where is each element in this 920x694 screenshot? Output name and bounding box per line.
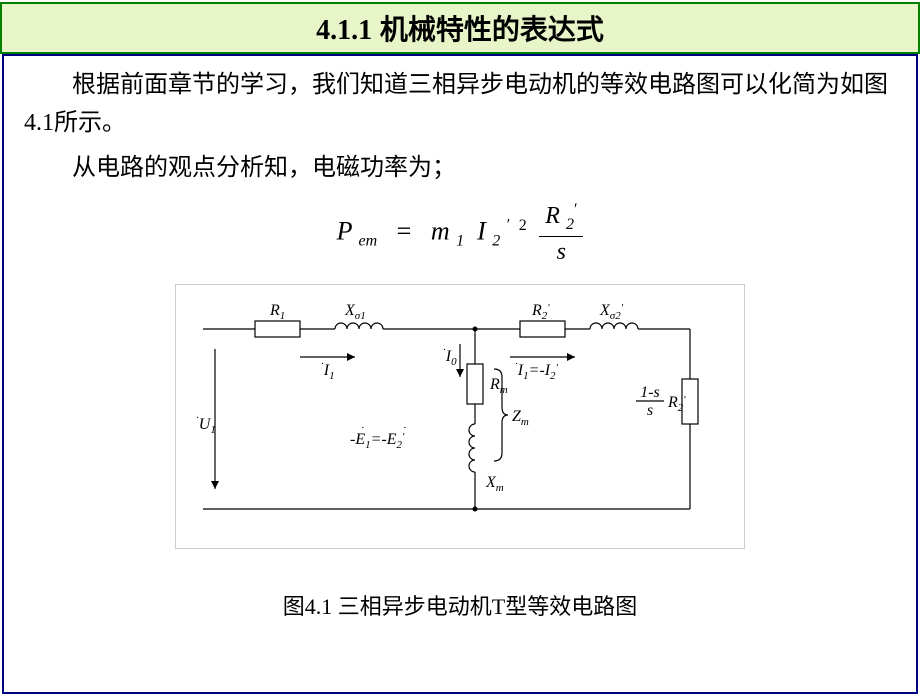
svg-text:R2′: R2′ xyxy=(531,302,550,322)
svg-text:·I0: ·I0 xyxy=(443,344,457,368)
svg-text:Xm: Xm xyxy=(485,474,504,494)
svg-text:·: · xyxy=(361,422,365,434)
frac-num: R 2′ xyxy=(539,201,583,237)
svg-text:1-s: 1-s xyxy=(640,384,660,401)
svg-text:·: · xyxy=(403,422,407,434)
svg-text:R1: R1 xyxy=(269,302,285,322)
sym-eq: = xyxy=(397,217,412,246)
sub-em: em xyxy=(358,233,377,250)
title-bar: 4.1.1 机械特性的表达式 xyxy=(0,2,920,54)
sub-2: 2 xyxy=(492,233,500,250)
circuit-diagram: R1 Xσ1 R2′ Xσ2′ ·I1 ·I0 ·I1=-I2′ Rm Xm Z… xyxy=(175,284,745,549)
paragraph-1: 根据前面章节的学习，我们知道三相异步电动机的等效电路图可以化简为如图4.1所示。 xyxy=(24,66,896,143)
sup-sq: 2 xyxy=(519,217,527,234)
svg-text:·I1=-I2′: ·I1=-I2′ xyxy=(515,358,559,382)
paragraph-2: 从电路的观点分析知，电磁功率为； xyxy=(24,149,896,187)
svg-text:-E1=-E2′: -E1=-E2′ xyxy=(350,431,405,451)
svg-text:·I1: ·I1 xyxy=(321,358,335,382)
slide: 4.1.1 机械特性的表达式 根据前面章节的学习，我们知道三相异步电动机的等效电… xyxy=(0,2,920,692)
svg-text:·U1: ·U1 xyxy=(196,412,216,436)
content-box: 根据前面章节的学习，我们知道三相异步电动机的等效电路图可以化简为如图4.1所示。… xyxy=(2,54,918,694)
svg-text:s: s xyxy=(647,402,653,419)
svg-text:Zm: Zm xyxy=(512,408,529,428)
sym-P: P xyxy=(337,217,352,246)
figure-caption: 图4.1 三相异步电动机T型等效电路图 xyxy=(24,589,896,621)
sup-prime: ′ xyxy=(507,217,511,234)
sub-1: 1 xyxy=(456,233,464,250)
svg-text:Xσ1: Xσ1 xyxy=(344,302,366,322)
sym-R: R xyxy=(545,203,560,229)
title-text: 机械特性的表达式 xyxy=(372,14,604,45)
svg-text:Rm: Rm xyxy=(489,376,508,396)
R-sub: 2 xyxy=(566,216,574,233)
sym-I: I xyxy=(477,217,486,246)
R-prime: ′ xyxy=(574,201,578,218)
formula: P em = m 1 I 2 ′ 2 R 2′ s xyxy=(24,201,896,266)
title-number: 4.1.1 xyxy=(316,15,372,46)
svg-text:Xσ2′: Xσ2′ xyxy=(599,302,624,322)
svg-text:R2′: R2′ xyxy=(667,394,686,414)
frac-den: s xyxy=(539,237,583,266)
sym-m: m xyxy=(431,217,450,246)
fraction: R 2′ s xyxy=(539,201,583,266)
